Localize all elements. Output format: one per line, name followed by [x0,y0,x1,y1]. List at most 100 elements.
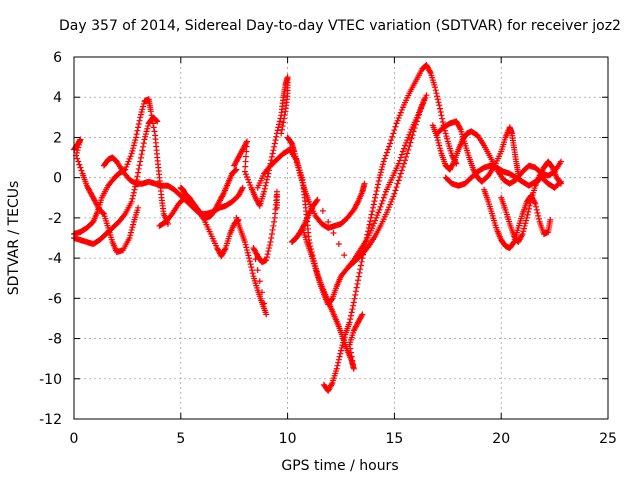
data-point [520,228,527,235]
data-point [221,246,228,253]
data-point [249,270,256,277]
data-point [76,161,83,168]
data-point [264,173,271,180]
data-point [398,151,405,158]
data-point [370,204,377,211]
data-point [365,224,372,231]
data-point [396,157,403,164]
series-track-q [481,186,554,252]
data-point [243,143,250,150]
data-point [421,97,428,104]
data-point [370,222,377,229]
data-point [444,135,451,142]
data-point [141,136,148,143]
data-point [140,100,147,107]
data-point [262,182,269,189]
data-point [241,168,248,175]
data-point [374,184,381,191]
data-point [558,158,565,165]
data-point [140,140,147,147]
data-point [265,248,272,255]
y-tick-label: -4 [48,251,62,267]
data-point [434,134,441,141]
data-point [392,187,399,194]
data-point [335,356,342,363]
data-point [404,150,411,157]
data-point [350,365,357,372]
data-point [127,232,134,239]
data-point [273,133,280,140]
data-point [510,240,517,247]
axis-ticks: 0 5 10 15 20 25 -12 -10 -8 -6 -4 -2 0 2 4 6 [39,50,617,447]
data-point [364,231,371,238]
data-point [526,202,533,209]
data-point [268,235,275,241]
data-point [261,300,268,307]
data-point [134,127,141,134]
data-point [336,353,343,360]
data-point [398,167,405,174]
data-point [411,125,418,132]
data-point [379,163,386,170]
series-track-f [177,166,240,221]
data-point [370,201,377,208]
data-point [352,288,359,295]
data-point [525,205,532,212]
data-point [350,299,357,306]
data-point [154,118,161,125]
chart-title: Day 357 of 2014, Sidereal Day-to-day VTE… [59,18,621,34]
y-axis-label: SDTVAR / TECUs [6,181,22,296]
series-track-g [233,188,280,318]
data-point [138,151,145,158]
data-point [349,357,356,364]
data-point [242,158,249,165]
x-axis-label: GPS time / hours [281,458,398,474]
data-point [381,191,388,198]
data-point [518,232,525,239]
data-point [126,155,133,162]
data-point [376,174,383,181]
data-point [121,212,128,219]
data-point [242,171,249,178]
data-point [373,188,380,195]
data-point [244,247,251,254]
data-point [335,241,342,248]
data-point [362,238,369,245]
data-point [74,147,81,154]
data-point [261,188,268,195]
data-point [153,117,160,124]
data-point [135,169,142,176]
data-point [356,269,363,276]
data-point [523,214,530,221]
data-point [355,277,362,284]
data-point [386,143,393,150]
data-point [439,119,446,126]
data-point [263,254,270,261]
data-point [136,117,143,124]
data-point [263,176,270,183]
data-point [245,176,252,183]
data-point [270,147,277,154]
grid [74,57,608,419]
data-point [432,87,439,94]
data-point [263,311,270,318]
data-point [168,212,175,219]
data-point [382,152,389,159]
data-point [247,261,254,268]
data-point [244,138,251,145]
data-point [76,139,83,146]
data-point [348,353,355,360]
data-point [341,334,348,341]
y-tick-label: 2 [53,130,62,146]
data-point [123,163,130,170]
data-point [242,163,249,170]
data-point [78,167,85,174]
data-point [127,229,134,236]
data-point [388,198,395,205]
data-point [354,280,361,287]
data-point [135,204,142,211]
data-point [390,193,397,200]
y-tick-label: 6 [53,50,62,66]
series-track-j [284,134,366,372]
data-point [144,125,151,132]
